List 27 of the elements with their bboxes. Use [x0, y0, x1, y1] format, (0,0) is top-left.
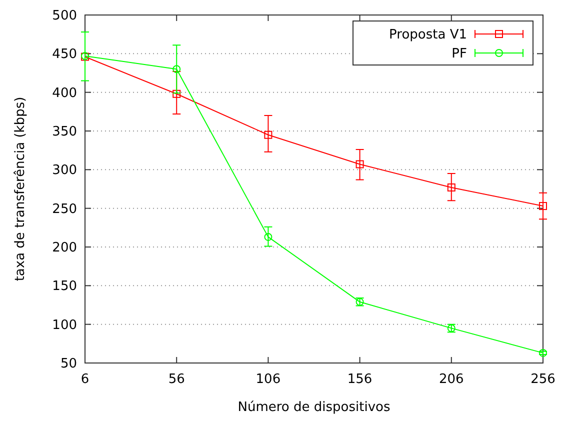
x-tick-label: 156 — [347, 372, 372, 387]
y-tick-label: 50 — [60, 356, 77, 372]
point — [447, 183, 456, 192]
point — [539, 202, 547, 210]
x-tick-label: 106 — [256, 372, 281, 387]
x-tick-label: 56 — [168, 372, 185, 387]
x-axis-title: Número de dispositivos — [238, 400, 390, 415]
y-tick-label: 400 — [52, 86, 77, 101]
point — [172, 65, 181, 74]
y-tick-label: 300 — [52, 163, 77, 178]
point — [264, 232, 272, 241]
y-tick-label: 150 — [52, 279, 77, 294]
y-tick-label: 250 — [52, 202, 77, 217]
x-tick-label: 6 — [80, 372, 90, 387]
legend-label: PF — [452, 46, 467, 62]
x-tick-label: 206 — [438, 372, 464, 387]
y-tick-label: 450 — [52, 47, 77, 62]
point — [172, 90, 181, 98]
y-axis-title: taxa de transferência (kbps) — [13, 96, 28, 282]
y-tick-label: 100 — [52, 318, 77, 333]
point — [264, 130, 272, 139]
y-tick-label: 500 — [52, 8, 77, 24]
y-tick-label: 200 — [52, 240, 77, 256]
x-tick-label: 256 — [530, 372, 556, 387]
y-tick-label: 350 — [52, 124, 77, 140]
legend-label: Proposta V1 — [389, 28, 467, 43]
point — [356, 160, 364, 168]
